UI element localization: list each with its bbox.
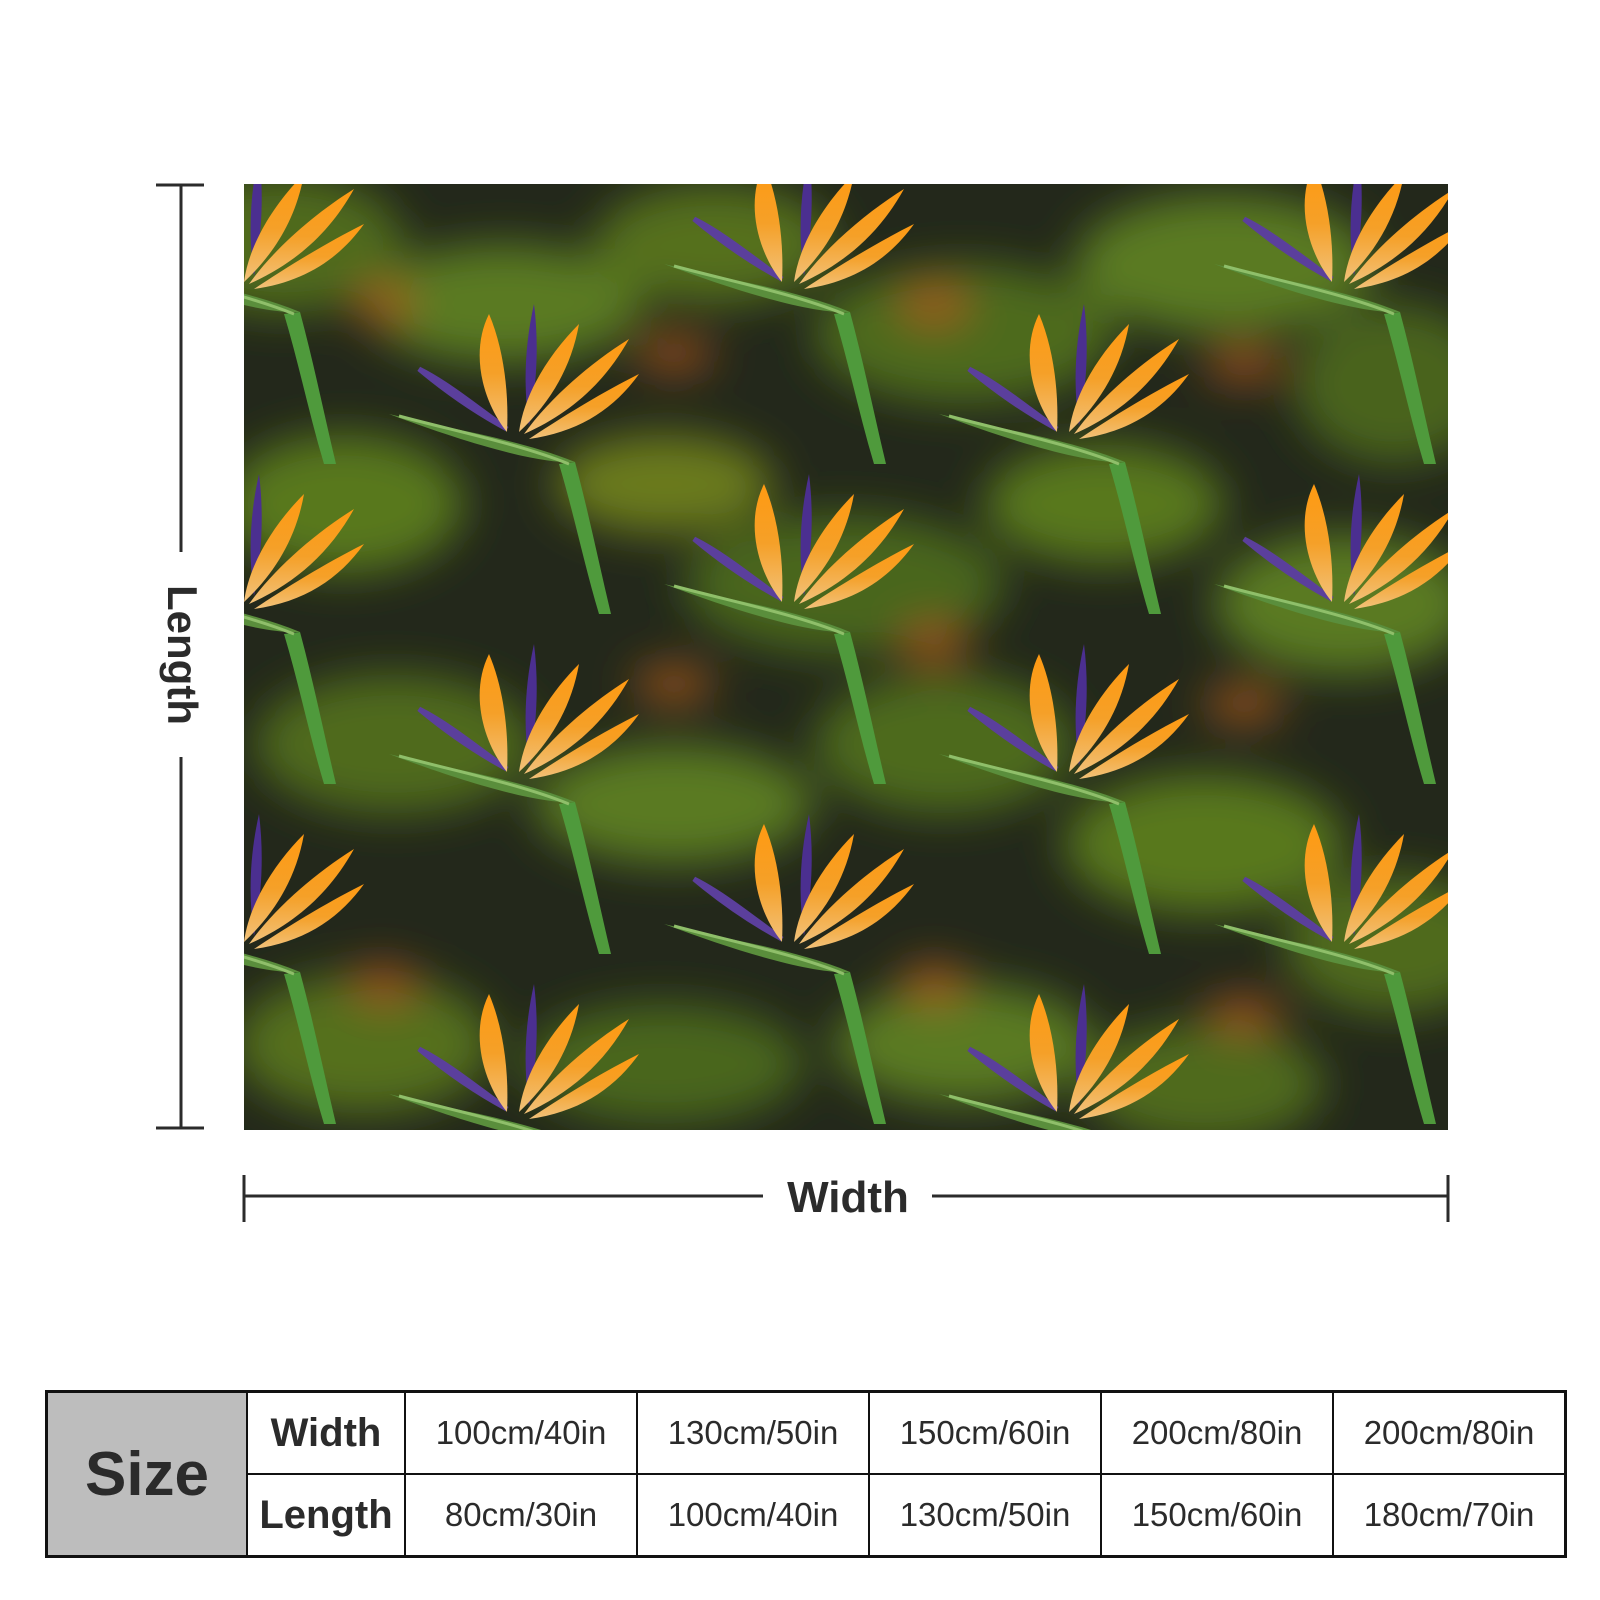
width-marker	[242, 1175, 1450, 1222]
length-label: Length	[159, 585, 206, 725]
length-value-5: 180cm/70in	[1332, 1473, 1567, 1558]
width-row-label: Width	[246, 1390, 406, 1475]
length-marker	[156, 183, 204, 1130]
size-header: Size	[45, 1390, 248, 1558]
width-value-3: 150cm/60in	[868, 1390, 1102, 1475]
width-value-4: 200cm/80in	[1100, 1390, 1334, 1475]
width-value-5: 200cm/80in	[1332, 1390, 1567, 1475]
blanket-pattern-image	[244, 184, 1448, 1130]
length-value-4: 150cm/60in	[1100, 1473, 1334, 1558]
size-table: Size Width 100cm/40in 130cm/50in 150cm/6…	[45, 1390, 1567, 1558]
length-row-label: Length	[246, 1473, 406, 1558]
width-value-1: 100cm/40in	[404, 1390, 638, 1475]
width-label: Width	[787, 1173, 909, 1222]
size-row-length: Length 80cm/30in 100cm/40in 130cm/50in 1…	[47, 1473, 1567, 1558]
length-value-1: 80cm/30in	[404, 1473, 638, 1558]
length-value-2: 100cm/40in	[636, 1473, 870, 1558]
width-value-2: 130cm/50in	[636, 1390, 870, 1475]
size-row-width: Size Width 100cm/40in 130cm/50in 150cm/6…	[45, 1390, 1567, 1558]
length-value-3: 130cm/50in	[868, 1473, 1102, 1558]
